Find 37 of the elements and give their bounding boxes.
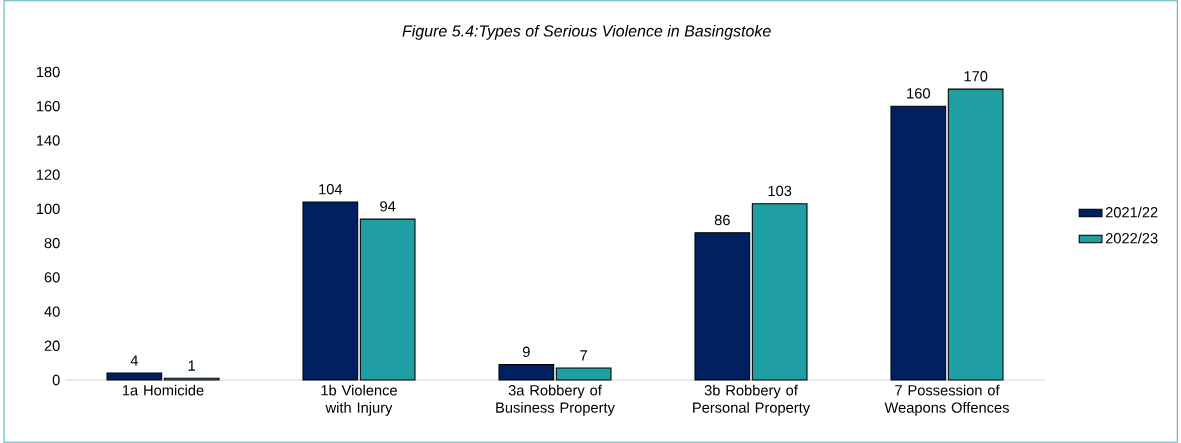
y-tick-label: 140 [36, 135, 60, 146]
y-tick-label: 180 [36, 66, 60, 78]
y-tick-label: 160 [36, 101, 60, 112]
bar [106, 372, 163, 381]
data-label: 86 [714, 214, 730, 226]
x-tick-label: 3a Robbery of Business Property [496, 384, 615, 416]
x-tick-label: 1a Homicide [122, 384, 204, 396]
legend-label: 2022/23 [1105, 232, 1158, 244]
data-label: 104 [319, 184, 343, 195]
x-tick-label: 7 Possession of Weapons Offences [884, 384, 1009, 416]
chart-title: Figure 5.4:Types of Serious Violence in Basingstoke [402, 24, 771, 40]
data-label: 9 [522, 346, 530, 357]
y-tick-label: 40 [44, 306, 60, 317]
data-label: 7 [580, 350, 588, 361]
legend-label: 2021/22 [1105, 206, 1158, 218]
x-tick-label: 1b Violence with Injury [321, 384, 397, 416]
bar [498, 364, 555, 381]
data-label: 4 [130, 355, 138, 366]
y-tick-label: 0 [52, 374, 60, 386]
data-label: 170 [964, 71, 988, 82]
bar [359, 218, 416, 381]
data-label: 94 [380, 201, 396, 212]
bar [302, 201, 359, 381]
y-tick-label: 20 [44, 340, 60, 351]
y-tick-label: 120 [36, 169, 60, 180]
y-tick-label: 80 [44, 237, 60, 249]
data-label: 160 [907, 88, 930, 99]
bar [694, 232, 751, 381]
bar [751, 203, 808, 381]
bar [555, 367, 612, 381]
y-tick-label: 100 [36, 203, 60, 215]
bar [947, 88, 1004, 381]
bar [890, 105, 947, 381]
x-tick-label: 3b Robbery of Personal Property [693, 384, 811, 416]
data-label: 103 [768, 185, 792, 197]
data-label: 1 [188, 360, 196, 371]
y-tick-label: 60 [44, 272, 60, 283]
